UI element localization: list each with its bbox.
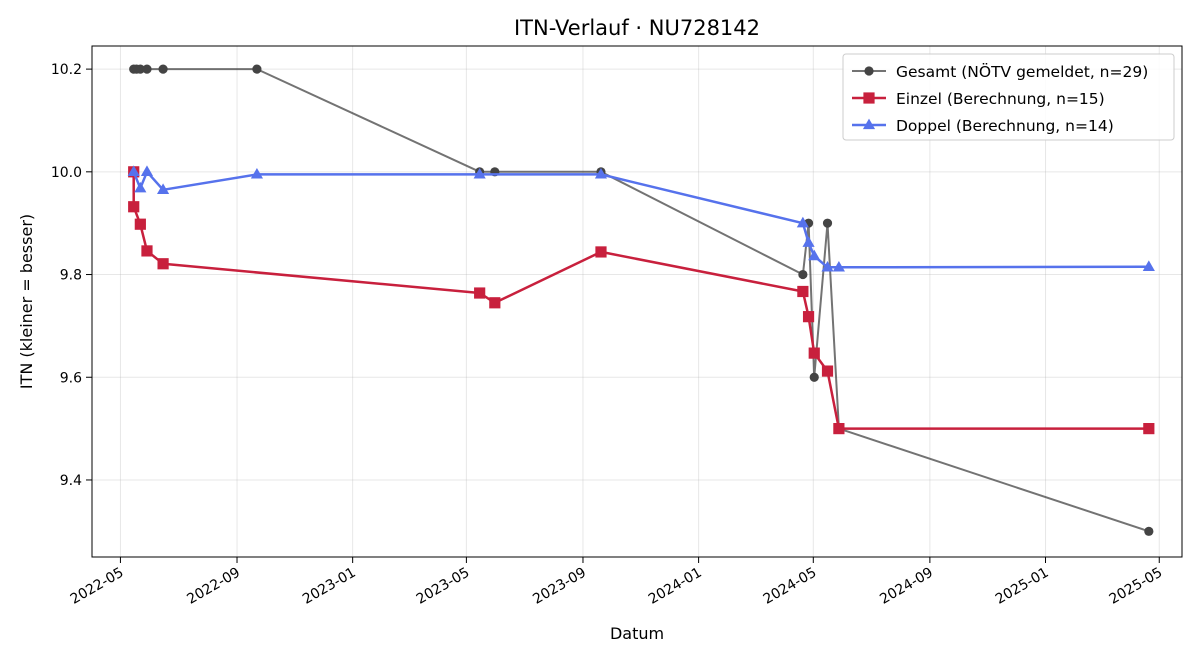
- y-tick-label: 10.2: [51, 62, 82, 78]
- x-axis-title: Datum: [610, 624, 664, 643]
- y-axis: 9.4 9.6 9.8 10.0 10.2: [51, 62, 92, 489]
- data-point: [474, 287, 486, 299]
- data-point: [808, 347, 820, 359]
- data-point: [134, 218, 146, 230]
- chart-title: ITN-Verlauf · NU728142: [514, 16, 760, 40]
- data-point: [796, 216, 809, 228]
- data-point: [473, 167, 486, 179]
- data-point: [1144, 526, 1154, 536]
- data-point: [141, 245, 153, 257]
- legend-marker: [864, 66, 874, 76]
- data-point: [802, 311, 815, 323]
- legend-item: Gesamt (NÖTV gemeldet, n=29): [852, 62, 1148, 81]
- data-point: [157, 258, 169, 270]
- data-point: [822, 218, 833, 228]
- data-point: [158, 64, 168, 74]
- data-point: [797, 285, 809, 298]
- data-point: [809, 372, 819, 382]
- data-point: [821, 365, 834, 377]
- y-axis-title: ITN (kleiner = besser): [17, 214, 36, 389]
- data-point: [142, 64, 152, 74]
- data-point: [1142, 260, 1155, 271]
- data-point: [832, 260, 845, 272]
- y-tick-label: 10.0: [51, 165, 82, 181]
- data-point: [808, 249, 821, 261]
- legend-marker: [863, 92, 875, 104]
- legend-box: [842, 53, 1175, 141]
- y-tick-label: 9.6: [60, 370, 82, 386]
- legend: Gesamt (NÖTV gemeldet, n=29) Einzel (Bere…: [842, 53, 1175, 141]
- data-point: [250, 167, 264, 179]
- data-point: [1143, 423, 1155, 435]
- data-point: [594, 167, 608, 179]
- data-point: [135, 64, 145, 74]
- data-point: [134, 181, 147, 193]
- plot-series: [127, 64, 1155, 536]
- legend-label: Gesamt (NÖTV gemeldet, n=29): [896, 62, 1148, 81]
- legend-label: Doppel (Berechnung, n=14): [896, 117, 1114, 135]
- data-point: [127, 165, 140, 176]
- legend-label: Einzel (Berechnung, n=15): [896, 90, 1105, 108]
- data-point: [128, 201, 140, 213]
- data-point: [798, 269, 808, 280]
- series-triangle: [127, 165, 1155, 272]
- legend-marker: [862, 118, 876, 130]
- data-point: [821, 260, 834, 272]
- y-tick-label: 9.4: [60, 473, 82, 489]
- data-point: [833, 423, 845, 435]
- data-point: [802, 236, 815, 247]
- data-point: [157, 183, 170, 194]
- data-point: [140, 165, 154, 176]
- legend-item: Einzel (Berechnung, n=15): [852, 90, 1105, 108]
- plot-frame: [91, 45, 1183, 558]
- legend-item: Doppel (Berechnung, n=14): [852, 117, 1114, 135]
- data-point: [595, 246, 607, 258]
- data-point: [489, 297, 501, 309]
- data-point: [252, 64, 262, 74]
- y-tick-label: 9.8: [60, 268, 82, 284]
